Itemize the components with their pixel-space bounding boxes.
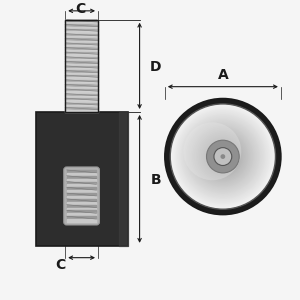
Circle shape xyxy=(208,141,238,172)
Text: B: B xyxy=(151,173,161,188)
Circle shape xyxy=(197,131,248,182)
Circle shape xyxy=(220,154,225,159)
Circle shape xyxy=(206,140,239,173)
Circle shape xyxy=(192,126,254,187)
Circle shape xyxy=(214,148,232,165)
Circle shape xyxy=(199,132,247,181)
Circle shape xyxy=(204,137,242,176)
Circle shape xyxy=(165,99,281,214)
Text: A: A xyxy=(218,68,228,82)
Circle shape xyxy=(210,144,236,169)
Circle shape xyxy=(172,105,274,208)
Circle shape xyxy=(218,152,228,161)
Circle shape xyxy=(213,146,233,167)
Circle shape xyxy=(178,112,268,202)
Text: C: C xyxy=(56,258,66,272)
Bar xyxy=(65,20,98,112)
Circle shape xyxy=(174,108,272,205)
Circle shape xyxy=(194,127,252,186)
Circle shape xyxy=(214,148,232,166)
Circle shape xyxy=(217,150,229,163)
Circle shape xyxy=(183,122,241,180)
FancyBboxPatch shape xyxy=(64,167,99,225)
Circle shape xyxy=(206,140,239,173)
Circle shape xyxy=(170,104,275,209)
Circle shape xyxy=(186,119,260,194)
Bar xyxy=(65,20,98,112)
Text: D: D xyxy=(150,60,162,74)
Circle shape xyxy=(184,118,261,195)
Circle shape xyxy=(200,134,246,179)
Text: C: C xyxy=(75,2,85,16)
Circle shape xyxy=(181,114,265,199)
Circle shape xyxy=(219,153,226,160)
Circle shape xyxy=(177,110,269,203)
Circle shape xyxy=(195,128,251,185)
Circle shape xyxy=(176,109,270,204)
Circle shape xyxy=(215,149,230,164)
Circle shape xyxy=(179,113,266,200)
Circle shape xyxy=(205,139,241,174)
Circle shape xyxy=(190,123,256,190)
Circle shape xyxy=(220,154,225,159)
Circle shape xyxy=(183,117,262,196)
Circle shape xyxy=(187,121,259,192)
Circle shape xyxy=(191,124,255,189)
Circle shape xyxy=(212,145,234,168)
Circle shape xyxy=(188,122,257,191)
Bar xyxy=(35,112,128,246)
Circle shape xyxy=(201,135,244,178)
Circle shape xyxy=(182,116,264,198)
Circle shape xyxy=(202,136,243,177)
Circle shape xyxy=(196,130,250,183)
Circle shape xyxy=(173,106,273,207)
Circle shape xyxy=(209,142,237,170)
